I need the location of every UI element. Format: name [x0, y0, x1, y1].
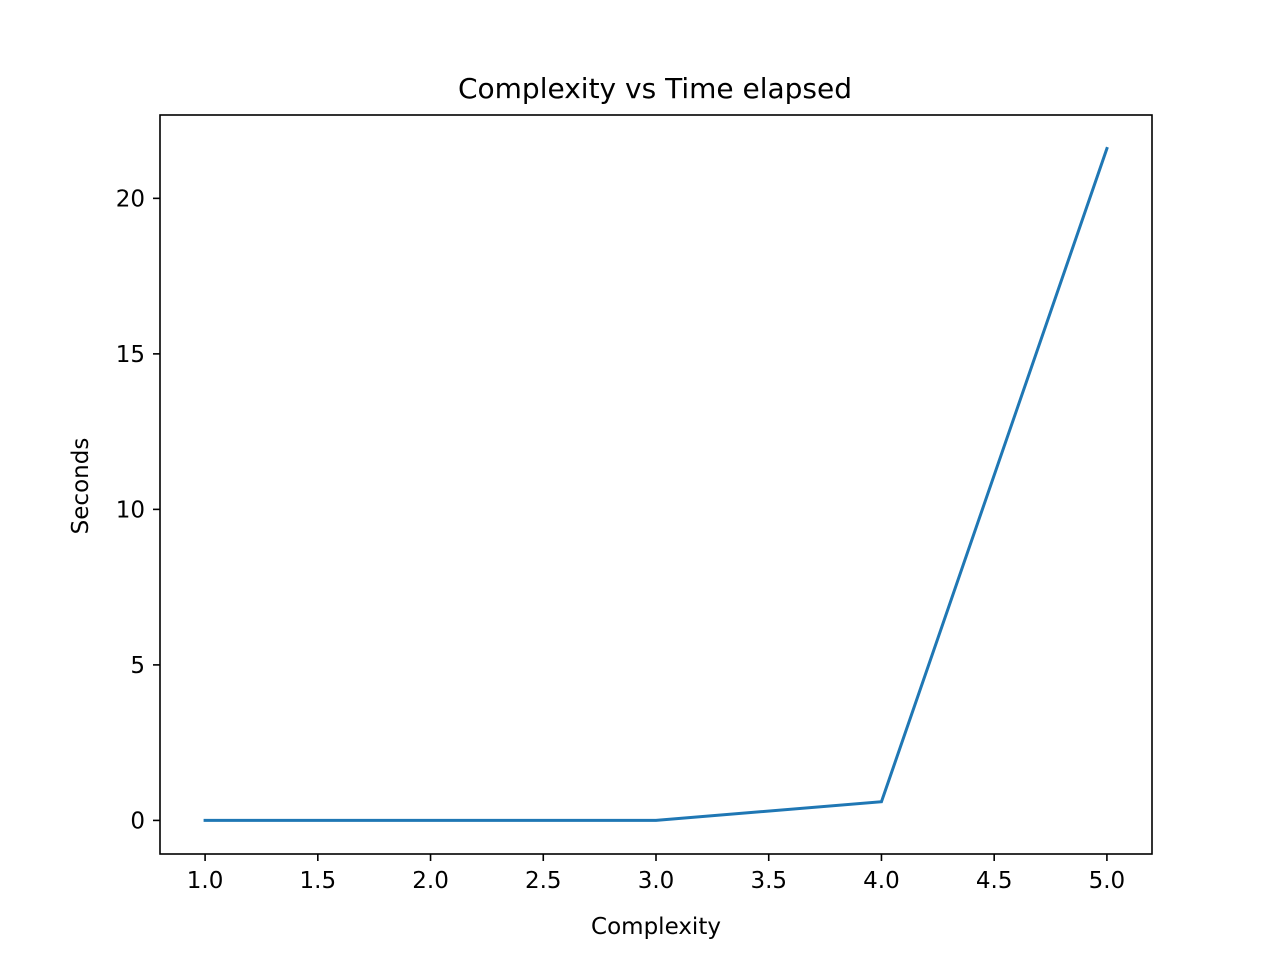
x-tick-label: 3.0	[638, 868, 675, 894]
x-tick-label: 1.0	[187, 868, 224, 894]
series-layer	[203, 146, 1109, 822]
y-tick-label: 20	[116, 186, 145, 212]
x-tick-label: 4.0	[863, 868, 900, 894]
y-axis-label: Seconds	[68, 438, 94, 535]
x-axis-ticks: 1.0 1.5 2.0 2.5 3.0 3.5 4.0 4.5 5.0	[187, 854, 1125, 894]
x-axis-label: Complexity	[591, 914, 721, 940]
x-tick-label: 5.0	[1089, 868, 1126, 894]
plot-frame	[159, 114, 1153, 855]
y-tick-label: 10	[116, 497, 145, 523]
x-tick-label: 2.5	[525, 868, 562, 894]
y-tick-label: 15	[116, 342, 145, 368]
chart-title: Complexity vs Time elapsed	[458, 72, 852, 105]
y-tick-label: 0	[130, 808, 145, 834]
x-tick-label: 1.5	[300, 868, 337, 894]
series-line	[203, 146, 1109, 822]
y-axis-ticks: 0 5 10 15 20	[116, 186, 160, 834]
y-tick-label: 5	[130, 653, 145, 679]
x-tick-label: 3.5	[750, 868, 787, 894]
x-tick-label: 2.0	[412, 868, 449, 894]
x-tick-label: 4.5	[976, 868, 1013, 894]
